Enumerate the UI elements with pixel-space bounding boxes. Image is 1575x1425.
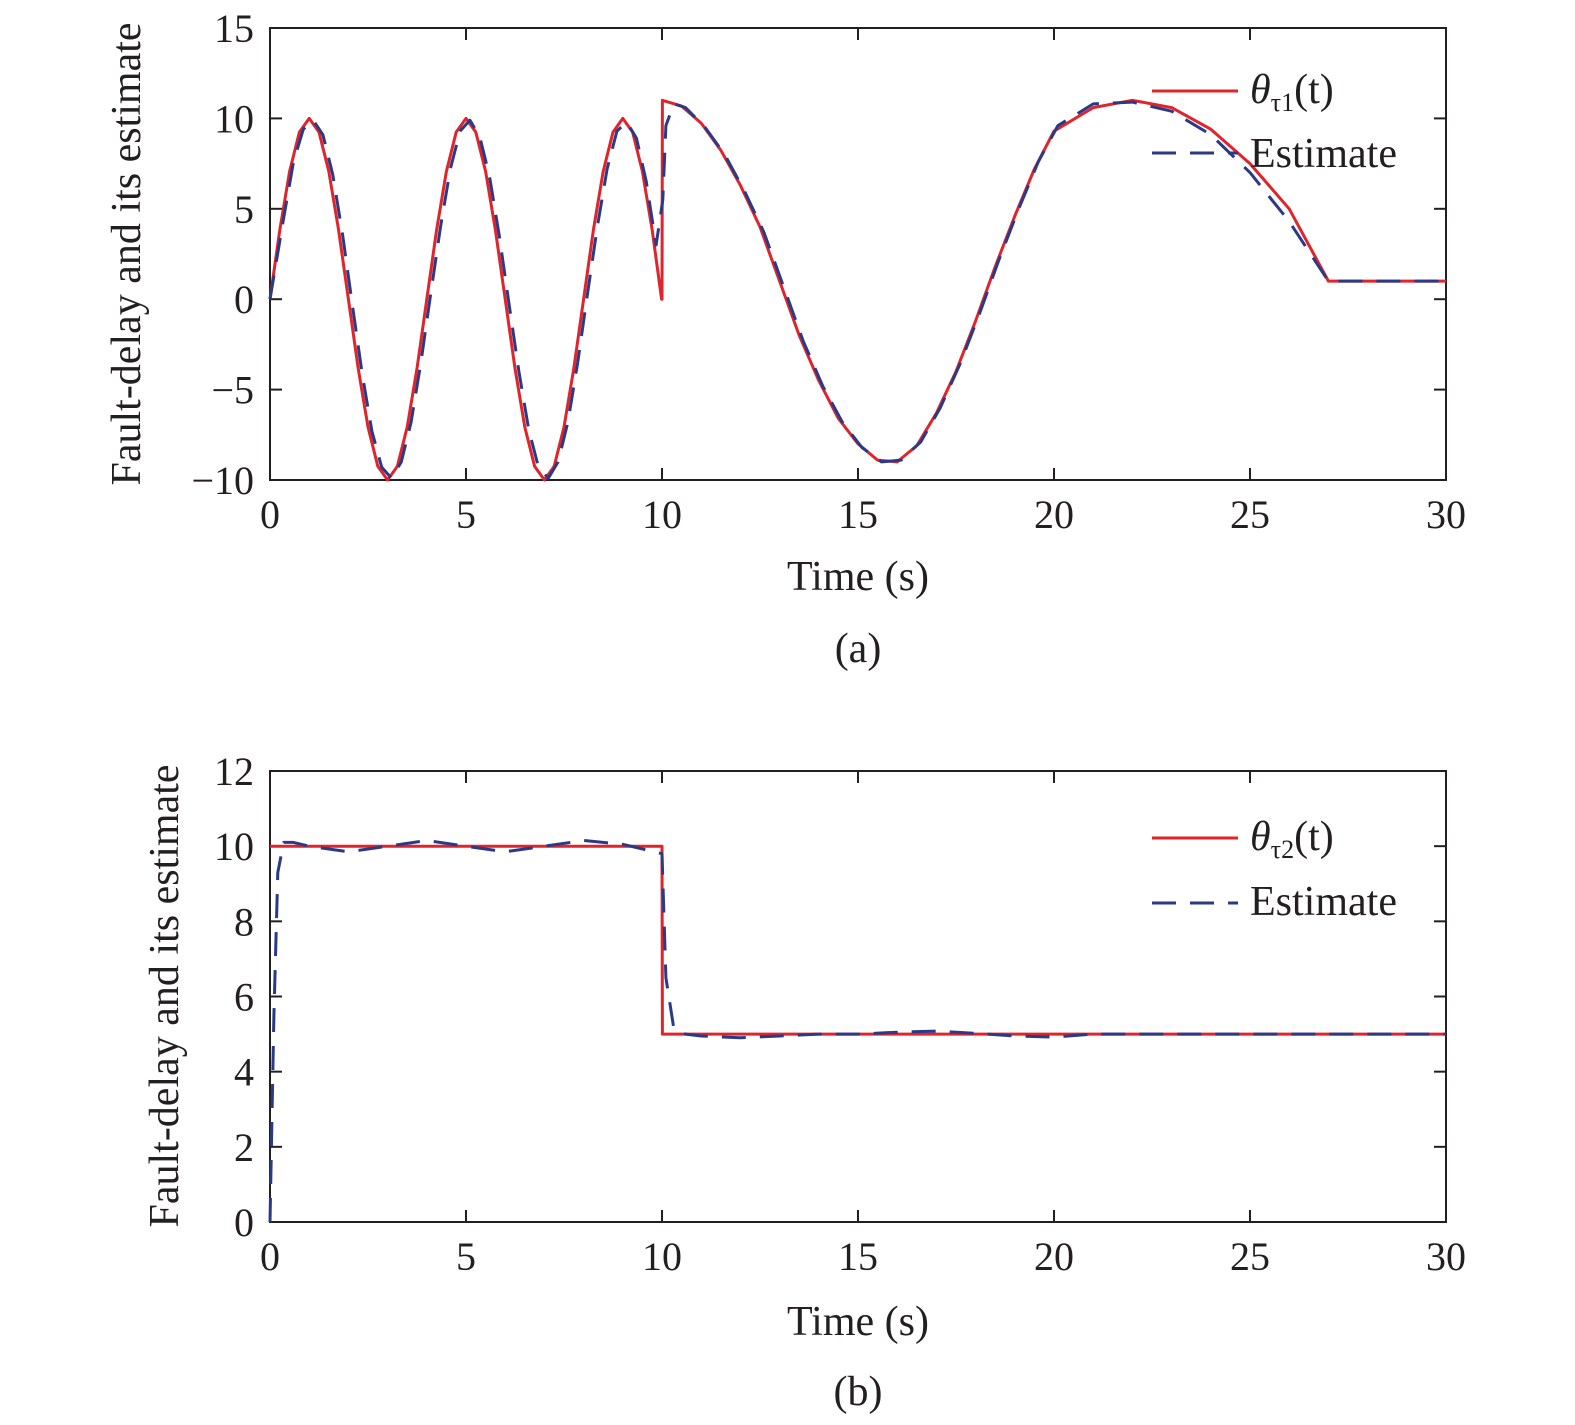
chart-a-x-tick-label: 15	[838, 492, 878, 537]
chart-b-x-tick-label: 20	[1034, 1234, 1074, 1279]
chart-a-legend-theta-subscript: τ1	[1271, 88, 1294, 117]
chart-b-ticks: 0 5 10 15 20 25 30 0 2 4 6 8 10 12	[214, 749, 1466, 1279]
chart-a-series-theta-line	[268, 98, 1446, 482]
chart-a-x-tick-label: 10	[642, 492, 682, 537]
chart-a-x-tick-label: 5	[456, 492, 476, 537]
chart-b-y-axis-label: Fault-delay and its estimate	[142, 764, 188, 1227]
chart-a-legend-label-theta: θτ1(t)	[1250, 67, 1334, 117]
chart-b-series-estimate-line	[268, 839, 1446, 1223]
chart-a-ticks: 0 5 10 15 20 25 30 −10 −5 0 5 10 15	[191, 6, 1466, 537]
chart-b-y-tick-label: 12	[214, 749, 254, 794]
chart-a-y-tick-label: −5	[211, 368, 254, 413]
chart-a-x-tick-label: 30	[1426, 492, 1466, 537]
chart-b-y-tick-label: 2	[234, 1125, 254, 1170]
chart-b-x-tick-label: 15	[838, 1234, 878, 1279]
chart-b-legend-label-theta: θτ2(t)	[1250, 814, 1334, 864]
chart-a-y-tick-label: 5	[234, 187, 254, 232]
chart-b-legend-label-estimate: Estimate	[1250, 879, 1397, 925]
chart-b-legend-theta-symbol: θ	[1250, 814, 1271, 860]
chart-b-y-tick-label: 10	[214, 824, 254, 869]
chart-b-y-tick-label: 6	[234, 975, 254, 1020]
chart-b-x-tick-label: 10	[642, 1234, 682, 1279]
chart-a-y-tick-label: 0	[234, 277, 254, 322]
chart-b-x-tick-label: 25	[1230, 1234, 1270, 1279]
chart-a-legend: θτ1(t) Estimate	[1152, 67, 1397, 177]
chart-b-y-tick-label: 8	[234, 899, 254, 944]
chart-b-series-theta-line	[268, 844, 1446, 1036]
chart-a-caption: (a)	[835, 626, 882, 672]
chart-a-x-axis-label: Time (s)	[787, 554, 929, 600]
chart-b-series	[268, 839, 1446, 1223]
chart-a-x-tick-label: 20	[1034, 492, 1074, 537]
chart-a-legend-theta-symbol: θ	[1250, 67, 1271, 113]
chart-a-y-tick-label: 15	[214, 6, 254, 51]
chart-b-y-tick-label: 4	[234, 1050, 254, 1095]
chart-b-x-axis-label: Time (s)	[787, 1299, 929, 1345]
chart-b-x-tick-label: 30	[1426, 1234, 1466, 1279]
chart-b-legend: θτ2(t) Estimate	[1152, 814, 1397, 925]
chart-a-legend-theta-argument: (t)	[1294, 67, 1334, 113]
chart-a-series	[268, 98, 1446, 482]
chart-a-y-axis-label: Fault-delay and its estimate	[104, 22, 150, 485]
chart-b-legend-theta-argument: (t)	[1294, 814, 1334, 860]
chart-a-legend-label-estimate: Estimate	[1250, 131, 1397, 177]
chart-b: 0 5 10 15 20 25 30 0 2 4 6 8 10 12 Time (s) Fault-del…	[142, 749, 1466, 1415]
chart-b-legend-theta-subscript: τ2	[1271, 835, 1294, 864]
chart-b-y-tick-label: 0	[234, 1200, 254, 1245]
chart-b-caption: (b)	[834, 1369, 883, 1415]
chart-a-y-tick-label: −10	[191, 458, 254, 503]
chart-b-x-tick-label: 0	[260, 1234, 280, 1279]
chart-a-x-tick-label: 0	[260, 492, 280, 537]
chart-b-x-tick-label: 5	[456, 1234, 476, 1279]
chart-a: 0 5 10 15 20 25 30 −10 −5 0 5 10 15 Time (s) Fault-d…	[104, 6, 1466, 672]
chart-a-y-tick-label: 10	[214, 96, 254, 141]
chart-a-x-tick-label: 25	[1230, 492, 1270, 537]
